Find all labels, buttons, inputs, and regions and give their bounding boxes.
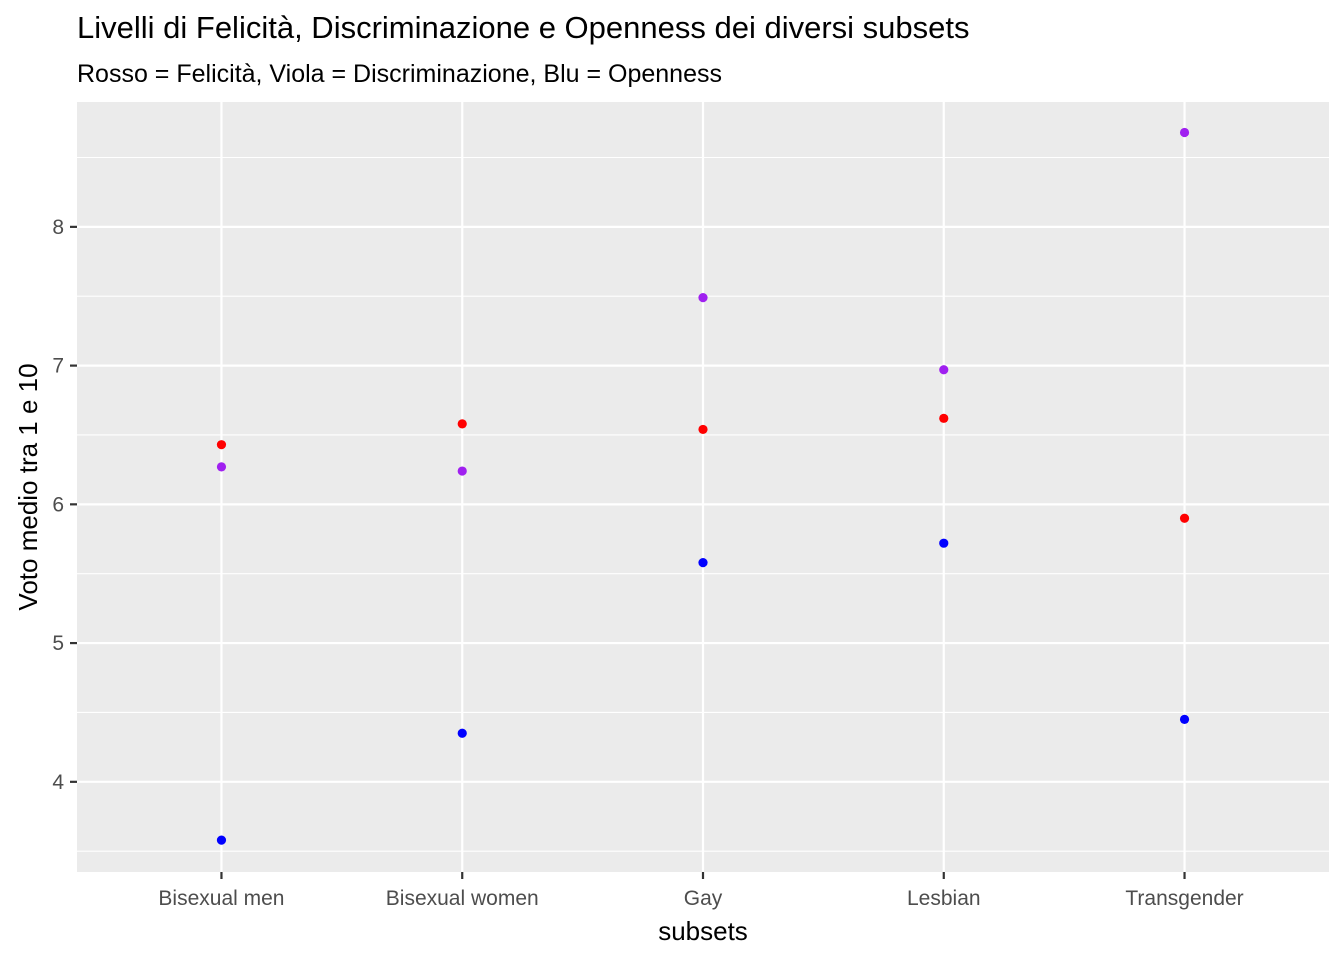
data-point: [457, 728, 467, 738]
x-axis-tick-labels: Bisexual men Bisexual women Gay Lesbian Tran…: [158, 887, 1243, 910]
data-point: [216, 835, 227, 845]
y-tick-label: 8: [52, 216, 64, 239]
y-axis-title: Voto medio tra 1 e 10: [13, 363, 43, 610]
y-axis-tick-labels: 4 5 6 7 8: [52, 216, 64, 794]
data-point: [698, 424, 708, 435]
axis-ticks: [70, 225, 1186, 879]
data-point: [457, 466, 467, 476]
x-tick-label: Transgender: [1125, 887, 1243, 910]
x-tick-label: Lesbian: [907, 887, 981, 910]
data-point: [1179, 513, 1190, 523]
x-axis-title: subsets: [658, 916, 748, 946]
x-tick-label: Gay: [684, 887, 723, 910]
data-point: [698, 293, 708, 303]
data-points: [216, 127, 1190, 845]
data-point: [939, 413, 949, 423]
data-point: [1179, 714, 1190, 724]
y-tick-label: 7: [52, 355, 64, 378]
data-point: [216, 440, 227, 450]
data-point: [1179, 127, 1190, 138]
chart-subtitle: Rosso = Felicità, Viola = Discriminazion…: [77, 60, 722, 88]
x-tick-label: Bisexual men: [158, 887, 284, 910]
data-point: [939, 538, 949, 548]
data-point: [457, 419, 467, 429]
data-point: [216, 462, 227, 472]
x-tick-label: Bisexual women: [386, 887, 539, 910]
y-tick-label: 6: [52, 493, 64, 516]
chart-title: Livelli di Felicità, Discriminazione e O…: [77, 10, 970, 45]
y-tick-label: 5: [52, 632, 64, 655]
y-tick-label: 4: [52, 771, 64, 794]
major-gridlines: [77, 102, 1329, 872]
data-point: [939, 365, 949, 375]
data-point: [698, 558, 708, 568]
